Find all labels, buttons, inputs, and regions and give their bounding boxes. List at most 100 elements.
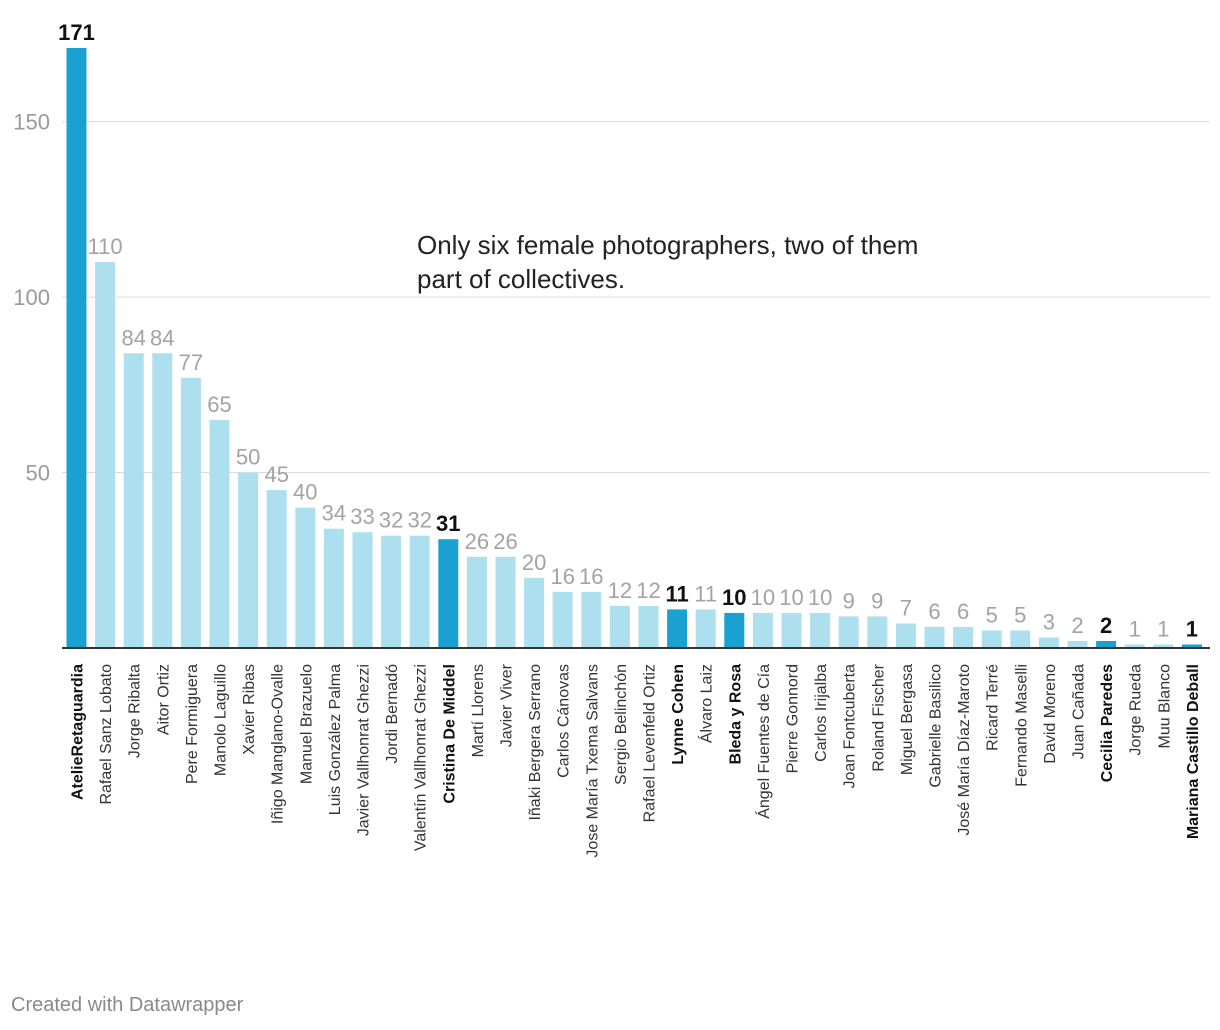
- category-label: David Moreno: [1042, 664, 1059, 764]
- value-label: 1: [1157, 616, 1169, 641]
- category-label: Iñaki Bergera Serrano: [527, 664, 544, 821]
- value-label: 45: [264, 462, 288, 487]
- value-label: 40: [293, 480, 317, 505]
- category-label: Rafael Sanz Lobato: [98, 664, 115, 805]
- bar: [724, 612, 745, 648]
- category-label: Manolo Laguillo: [213, 664, 230, 776]
- chart-annotation: Only six female photographers, two of th…: [417, 230, 919, 294]
- category-label: Iñigo Manglano-Ovalle: [270, 664, 287, 824]
- bar: [552, 591, 573, 648]
- value-label: 2: [1100, 613, 1112, 638]
- bar: [810, 612, 831, 648]
- value-label: 3: [1043, 609, 1055, 634]
- category-label: Cecilia Paredes: [1099, 664, 1116, 782]
- bar: [981, 630, 1002, 648]
- category-label: Luis González Palma: [327, 664, 344, 815]
- bar: [1096, 640, 1117, 648]
- bar: [180, 377, 201, 648]
- category-label: Fernando Maselli: [1013, 664, 1030, 787]
- category-label: Carlos Irijalba: [813, 664, 830, 762]
- category-label: Lynne Cohen: [670, 664, 687, 765]
- bar: [867, 616, 888, 648]
- category-label: Manuel Brazuelo: [298, 664, 315, 784]
- bar: [295, 507, 316, 648]
- value-label: 7: [900, 595, 912, 620]
- category-label: Carlos Cánovas: [556, 664, 573, 778]
- category-label: Jose María Txema Salvans: [584, 664, 601, 858]
- value-label: 171: [58, 20, 95, 45]
- bar: [638, 605, 659, 648]
- category-label: Ricard Terré: [985, 664, 1002, 751]
- value-label: 1: [1129, 616, 1141, 641]
- value-label: 77: [179, 350, 203, 375]
- bar: [495, 556, 516, 648]
- category-label: Cristina De Middel: [441, 664, 458, 804]
- category-label: Roland Fischer: [870, 663, 887, 771]
- value-label: 16: [579, 564, 603, 589]
- bar: [953, 626, 974, 648]
- bar: [438, 539, 459, 648]
- category-label: Javier Viver: [499, 663, 516, 747]
- category-label: Juan Cañada: [1071, 664, 1088, 759]
- bar: [238, 472, 259, 648]
- bar: [409, 535, 430, 648]
- value-label: 6: [928, 599, 940, 624]
- category-label: Gabrielle Basilico: [928, 664, 945, 788]
- value-label: 26: [493, 529, 517, 554]
- bar: [581, 591, 602, 648]
- bar: [1124, 644, 1145, 648]
- value-label: 16: [550, 564, 574, 589]
- value-label: 11: [665, 581, 688, 606]
- value-label: 10: [722, 585, 746, 610]
- value-label: 5: [1014, 602, 1026, 627]
- bar: [466, 556, 487, 648]
- value-label: 10: [808, 585, 832, 610]
- value-label: 10: [751, 585, 775, 610]
- category-label: Martí Llorens: [470, 664, 487, 757]
- bar: [352, 532, 373, 648]
- bar: [152, 353, 173, 648]
- bar: [323, 528, 344, 648]
- value-label: 20: [522, 550, 546, 575]
- bar: [1067, 640, 1088, 648]
- category-label: Sergio Belinchón: [613, 664, 630, 785]
- category-label: Valentín Vallhonrat Ghezzi: [413, 664, 430, 851]
- value-label: 9: [843, 588, 855, 613]
- value-label: 12: [608, 578, 632, 603]
- bar: [95, 262, 116, 648]
- value-label: 34: [322, 501, 346, 526]
- category-label: Mariana Castillo Deball: [1185, 664, 1202, 839]
- y-tick-label: 100: [13, 285, 50, 310]
- bar: [66, 48, 87, 648]
- category-label: Javier Vallhonrat Ghezzi: [356, 664, 373, 836]
- value-label: 9: [871, 588, 883, 613]
- value-label: 110: [88, 234, 123, 259]
- bar: [524, 577, 545, 648]
- bar: [123, 353, 144, 648]
- bar: [781, 612, 802, 648]
- category-label: Jorge Rueda: [1128, 664, 1145, 756]
- category-label: Rafael Levenfeld Ortiz: [642, 664, 659, 822]
- bar: [895, 623, 916, 648]
- value-label: 32: [407, 508, 431, 533]
- category-label: Joan Fontcuberta: [842, 664, 859, 789]
- bar: [381, 535, 402, 648]
- bar: [209, 419, 230, 648]
- value-label: 32: [379, 508, 403, 533]
- bar: [695, 609, 716, 648]
- category-label: Ángel Fuentes de Cía: [754, 664, 773, 819]
- category-label: Muu Blanco: [1156, 664, 1173, 749]
- bar: [609, 605, 630, 648]
- value-label: 50: [236, 445, 260, 470]
- value-label: 31: [436, 511, 460, 536]
- value-label: 11: [694, 581, 717, 606]
- value-label: 10: [779, 585, 803, 610]
- category-label: Bleda y Rosa: [727, 664, 744, 765]
- value-label: 5: [986, 602, 998, 627]
- datawrapper-credit: Created with Datawrapper: [11, 994, 244, 1016]
- value-label: 6: [957, 599, 969, 624]
- bar: [1181, 644, 1202, 648]
- value-label: 26: [465, 529, 489, 554]
- y-tick-label: 150: [13, 110, 50, 135]
